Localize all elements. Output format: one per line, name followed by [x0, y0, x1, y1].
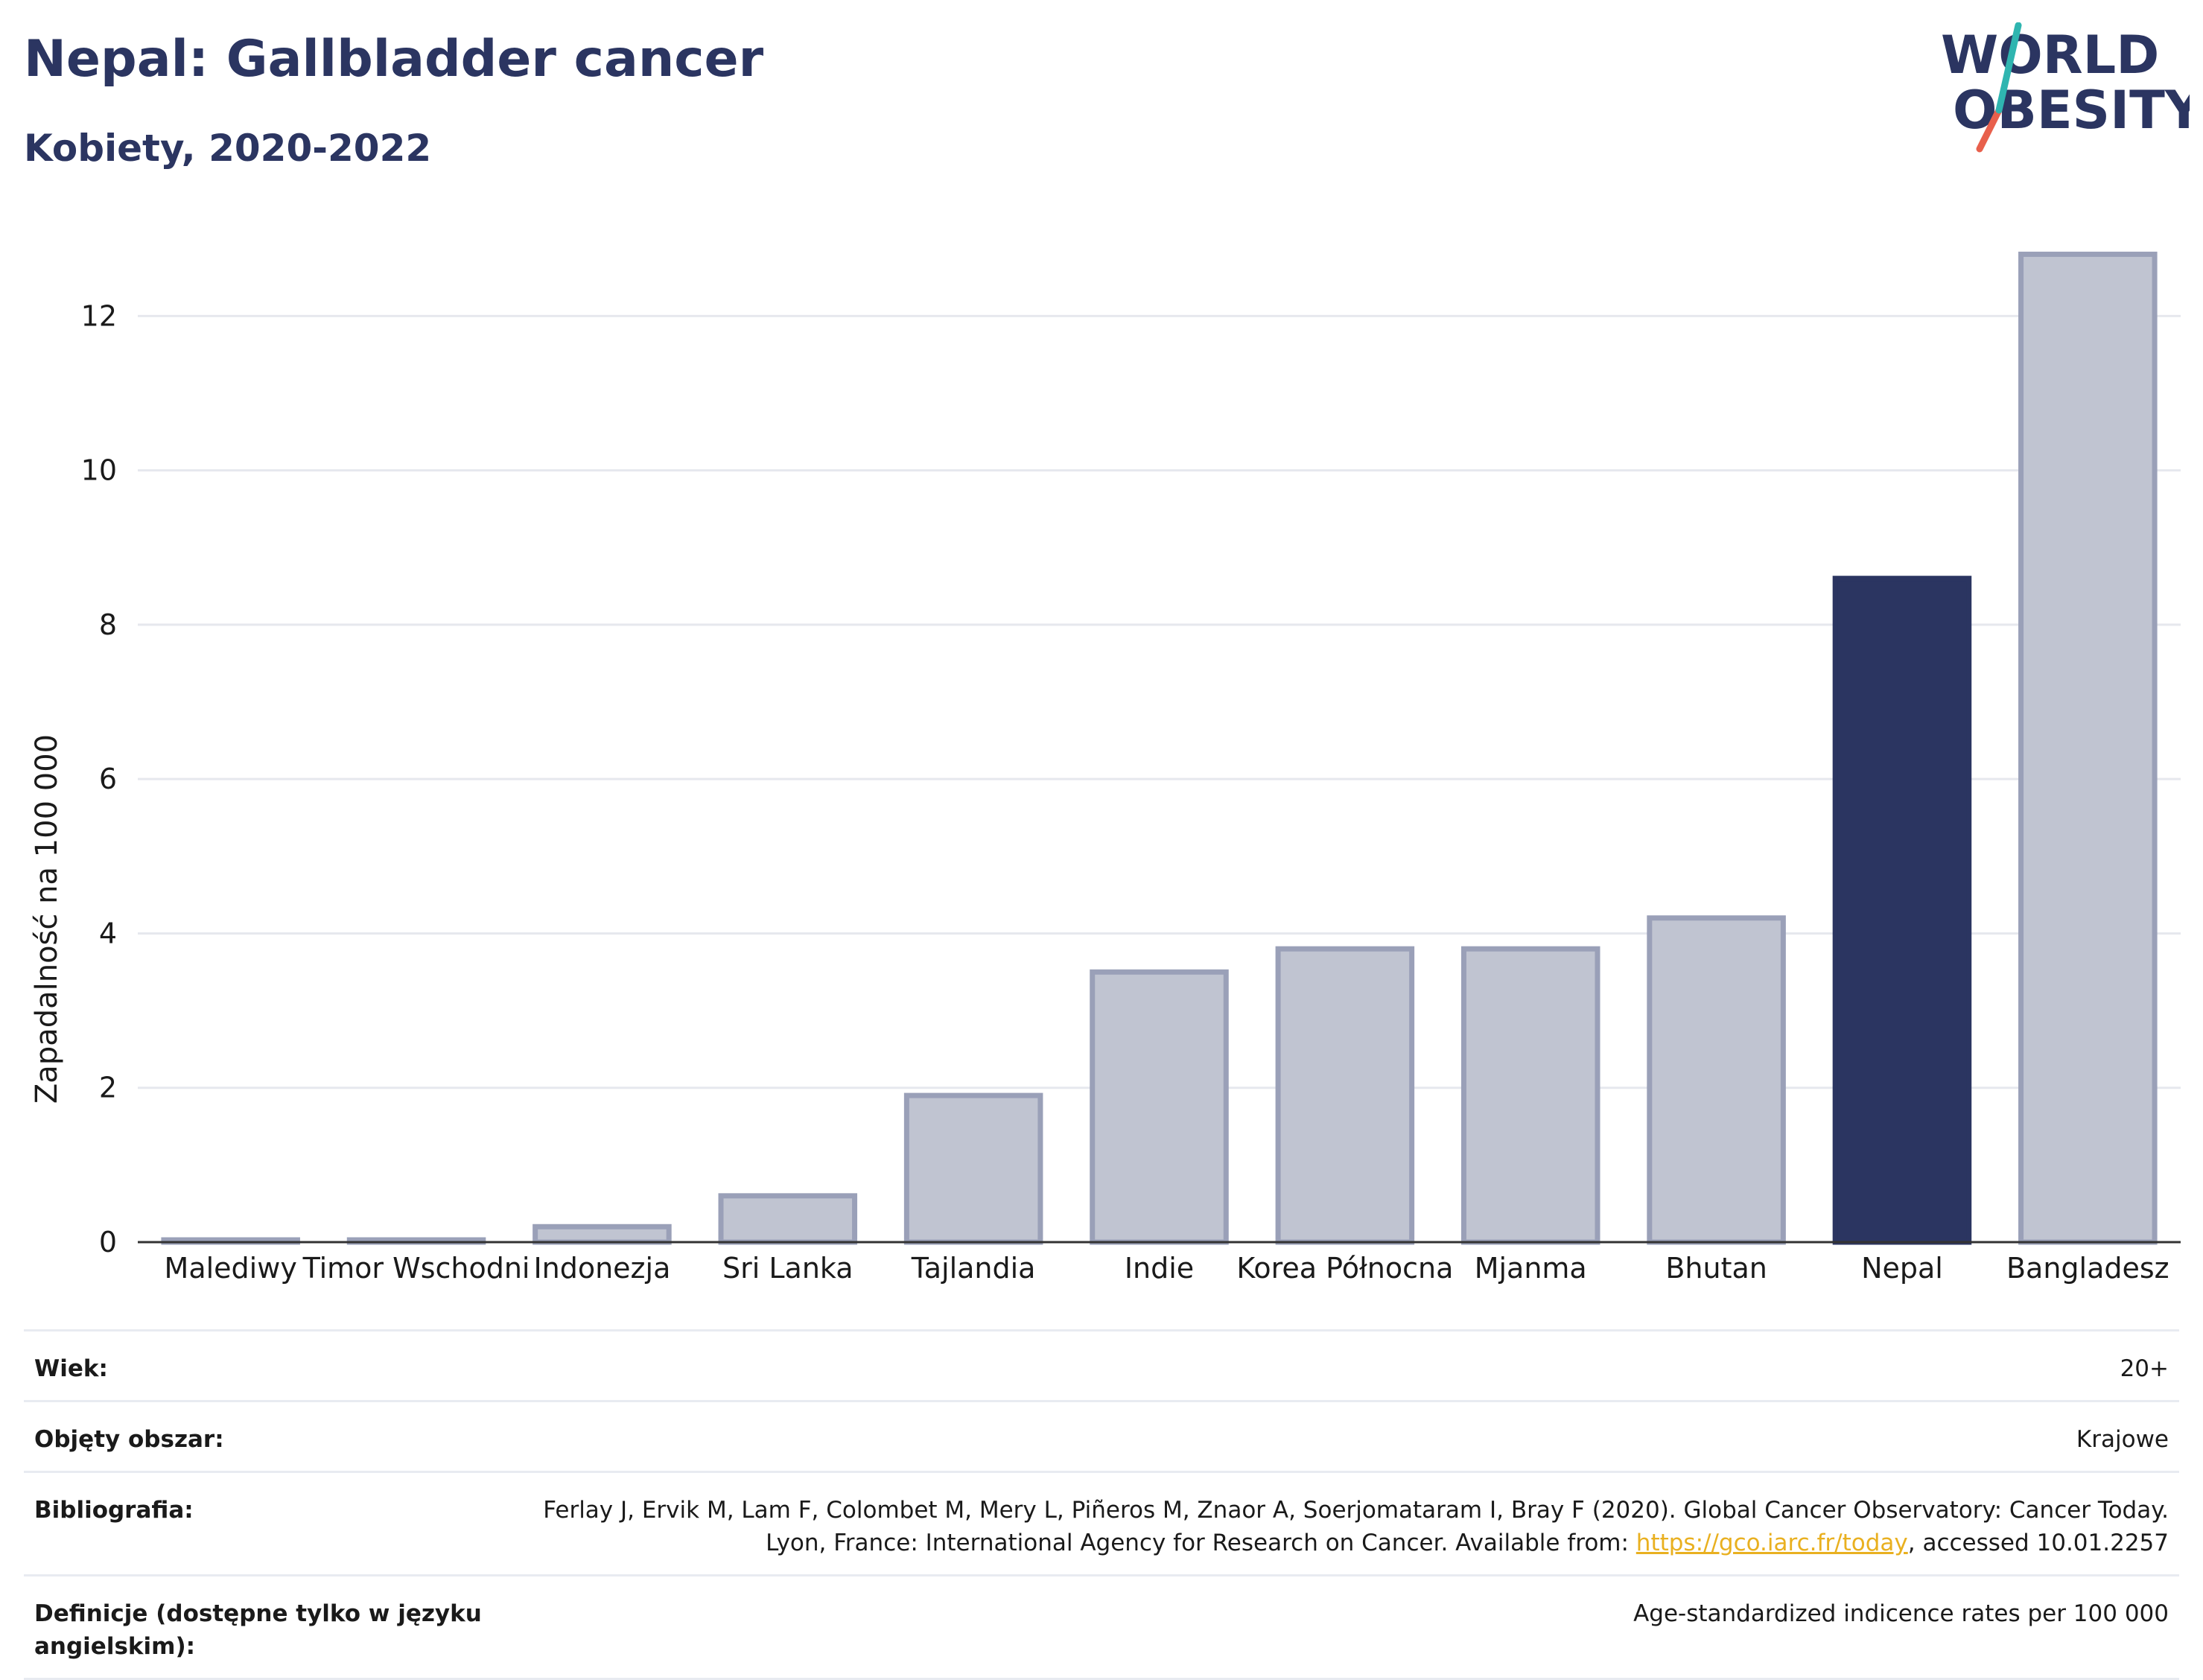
bar-sri-lanka [718, 1193, 858, 1245]
x-tick-label: Tajlandia [911, 1252, 1036, 1285]
x-tick-label: Nepal [1861, 1252, 1943, 1285]
meta-row-age: Wiek: 20+ [24, 1329, 2179, 1400]
y-tick-label: 2 [99, 1072, 117, 1104]
bibliography-accessed: , accessed 10.01.2257 [1907, 1530, 2169, 1556]
meta-row-bibliography: Bibliografia: Ferlay J, Ervik M, Lam F, … [24, 1471, 2179, 1574]
y-tick-label: 0 [99, 1226, 117, 1259]
y-tick-label: 6 [99, 763, 117, 795]
metadata-table: Wiek: 20+ Objęty obszar: Krajowe Bibliog… [24, 1329, 2179, 1680]
bar-nepal [1832, 576, 1972, 1245]
bar-bangladesz [2018, 251, 2158, 1245]
world-obesity-logo: WORLD OBESITY [1941, 22, 2190, 153]
meta-row-definitions: Definicje (dostępne tylko w języku angie… [24, 1574, 2179, 1680]
meta-key-definitions: Definicje (dostępne tylko w języku angie… [34, 1600, 482, 1660]
x-tick-label: Timor Wschodni [302, 1252, 530, 1285]
y-tick-label: 4 [99, 917, 117, 949]
bar-chart: 0 2 4 6 8 10 12 Malediwy Timor Wschodni Indonezja… [30, 251, 2181, 1285]
meta-value-bibliography: Ferlay J, Ervik M, Lam F, Colombet M, Me… [530, 1494, 2169, 1559]
meta-key-area: Objęty obszar: [34, 1426, 224, 1453]
bar-korea-północna [1275, 946, 1415, 1245]
meta-value-area: Krajowe [2076, 1426, 2169, 1453]
y-tick-label: 10 [81, 454, 117, 487]
chart-subtitle: Kobiety, 2020-2022 [24, 127, 432, 170]
bar-tajlandia [903, 1092, 1043, 1245]
bibliography-link[interactable]: https://gco.iarc.fr/today [1635, 1530, 1908, 1556]
bibliography-text: Ferlay J, Ervik M, Lam F, Colombet M, Me… [543, 1497, 2169, 1556]
y-tick-label: 12 [81, 299, 117, 332]
chart-title: Nepal: Gallbladder cancer [24, 30, 764, 89]
y-axis-label: Zapadalność na 100 000 [30, 734, 64, 1104]
logo-line1: WORLD [1941, 25, 2159, 86]
x-tick-label: Bhutan [1665, 1252, 1767, 1285]
meta-key-age: Wiek: [34, 1355, 108, 1382]
bar-indie [1090, 969, 1229, 1245]
x-tick-label: Indonezja [533, 1252, 670, 1285]
x-tick-label: Korea Północna [1236, 1252, 1453, 1285]
x-tick-label: Bangladesz [2006, 1252, 2169, 1285]
axes: 0 2 4 6 8 10 12 Malediwy Timor Wschodni Indonezja… [81, 299, 2181, 1285]
meta-value-definitions: Age-standardized indicence rates per 100… [1633, 1600, 2169, 1627]
meta-row-area: Objęty obszar: Krajowe [24, 1400, 2179, 1471]
meta-key-bibliography: Bibliografia: [34, 1497, 194, 1524]
x-tick-label: Sri Lanka [722, 1252, 853, 1285]
bar-indonezja [533, 1224, 672, 1245]
x-tick-label: Indie [1125, 1252, 1194, 1285]
bar-bhutan [1647, 915, 1786, 1245]
x-tick-label: Malediwy [165, 1252, 297, 1285]
y-tick-label: 8 [99, 608, 117, 641]
bar-mjanma [1460, 946, 1600, 1245]
bars [161, 251, 2158, 1245]
meta-value-age: 20+ [2120, 1355, 2169, 1382]
x-tick-label: Mjanma [1475, 1252, 1587, 1285]
